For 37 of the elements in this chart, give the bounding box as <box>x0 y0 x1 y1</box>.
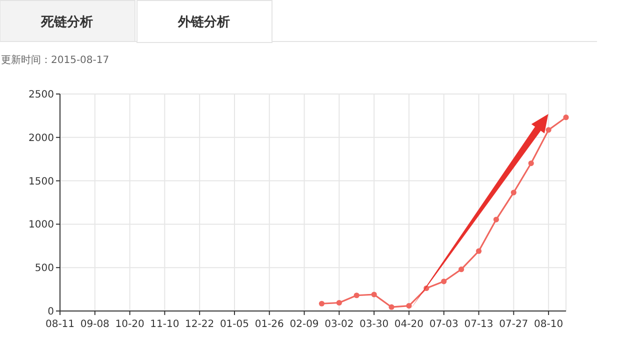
x-tick-label: 07-13 <box>464 319 494 330</box>
x-tick-label: 01-05 <box>220 319 250 330</box>
y-tick-label: 2000 <box>28 132 54 144</box>
x-tick-label: 07-03 <box>429 319 458 330</box>
x-tick-label: 03-30 <box>360 319 389 330</box>
point <box>528 160 534 166</box>
point <box>563 114 569 120</box>
y-tick-label: 1000 <box>28 220 54 231</box>
point <box>441 278 447 284</box>
point <box>476 248 482 254</box>
y-tick-label: 0 <box>48 306 54 318</box>
point <box>388 304 394 310</box>
chart-subtitle: 更新时间：2015-08-17 <box>1 54 110 66</box>
x-tick-label: 01-26 <box>254 319 284 330</box>
y-tick-label: 2500 <box>28 90 54 100</box>
point <box>510 190 516 196</box>
tabs: 死链分析 外链分析 <box>0 0 598 43</box>
x-tick-label: 04-20 <box>394 319 424 330</box>
x-tick-label: 12-22 <box>185 319 214 330</box>
point <box>318 300 325 306</box>
x-tick-label: 02-09 <box>290 319 319 330</box>
point <box>371 292 377 298</box>
point <box>546 127 552 133</box>
point <box>354 292 360 298</box>
y-tick-label: 500 <box>34 263 54 274</box>
point <box>458 266 464 272</box>
x-tick-label: 11-10 <box>150 319 180 330</box>
point <box>336 300 342 306</box>
x-tick-label: 10-20 <box>115 319 144 330</box>
x-tick-label: 03-02 <box>324 319 354 330</box>
point <box>406 302 412 309</box>
x-tick-label: 08-11 <box>45 319 75 330</box>
point <box>493 216 500 222</box>
x-tick-label: 08-10 <box>534 319 564 330</box>
x-tick-label: 07-27 <box>499 319 528 330</box>
y-tick-label: 1500 <box>28 176 54 188</box>
x-tick-label: 09-08 <box>80 319 110 330</box>
